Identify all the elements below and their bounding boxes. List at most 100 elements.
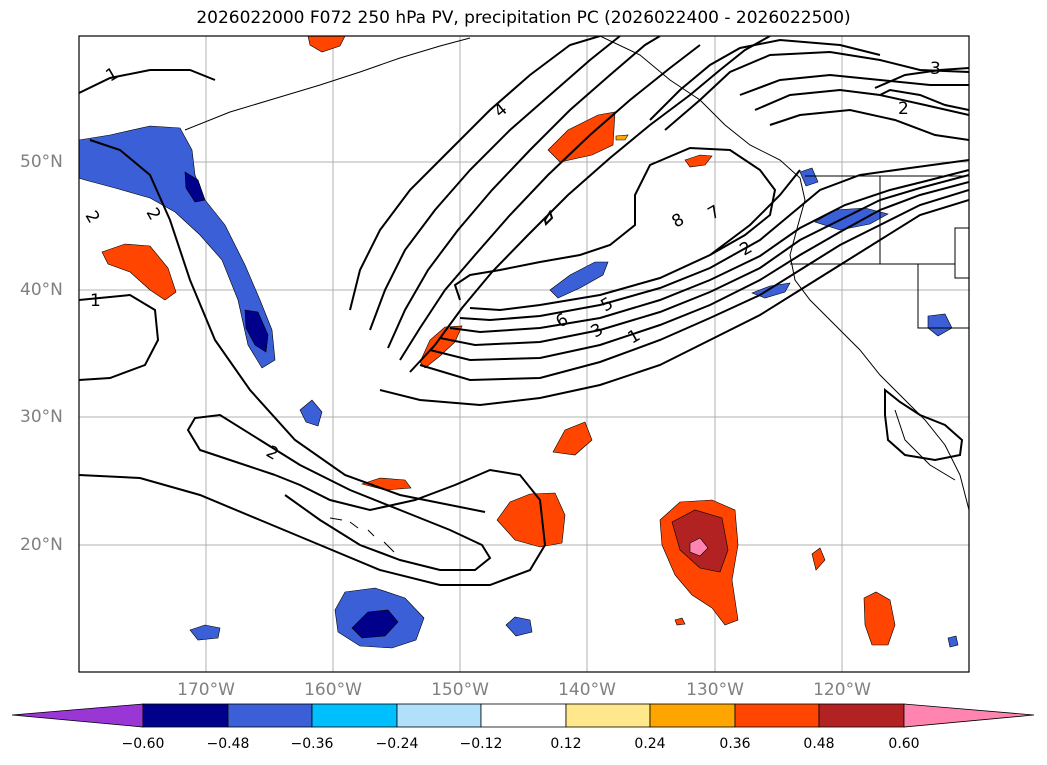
colorbar-cell bbox=[734, 703, 820, 728]
pv-contour bbox=[409, 36, 771, 373]
pv-contour bbox=[649, 38, 881, 121]
pv-contour bbox=[79, 468, 547, 586]
pv-contour bbox=[399, 44, 701, 361]
pv-contour bbox=[419, 189, 969, 382]
precip-area bbox=[674, 617, 686, 626]
precip-area bbox=[244, 309, 269, 353]
pv-contour bbox=[89, 139, 486, 513]
precip-area bbox=[351, 609, 399, 639]
precip-negative-areas bbox=[79, 125, 959, 649]
precip-area bbox=[189, 624, 221, 641]
colorbar-tick: −0.36 bbox=[290, 736, 334, 752]
pv-contour bbox=[874, 67, 969, 89]
precip-area bbox=[549, 261, 609, 299]
colorbar-tick: 0.60 bbox=[888, 736, 920, 752]
precip-area bbox=[307, 36, 346, 53]
contour-label: 1 bbox=[103, 64, 122, 87]
baja-coast bbox=[894, 409, 956, 481]
alaska-coast bbox=[184, 37, 471, 131]
precip-area bbox=[101, 243, 177, 301]
pv-contour bbox=[369, 36, 621, 331]
contour-label: 1 bbox=[90, 291, 101, 311]
precip-area bbox=[419, 325, 463, 369]
precip-area bbox=[863, 591, 896, 646]
lon-label: 160°W bbox=[304, 680, 362, 700]
contour-label: 1 bbox=[625, 326, 644, 349]
gridlines bbox=[79, 36, 969, 672]
colorbar-tick: 0.48 bbox=[803, 736, 835, 752]
lat-label: 20°N bbox=[20, 535, 63, 555]
lat-label: 50°N bbox=[20, 152, 63, 172]
pv-contour bbox=[469, 169, 801, 312]
colorbar-cell bbox=[565, 703, 651, 728]
precip-area bbox=[184, 171, 206, 203]
pv-contour bbox=[884, 387, 964, 462]
colorbar-cell bbox=[311, 703, 398, 728]
colorbar-cell bbox=[11, 703, 144, 728]
alaska-panhandle-coast bbox=[599, 36, 801, 179]
contour-label: 2 bbox=[898, 99, 909, 119]
pv-contour bbox=[387, 36, 661, 349]
colorbar-cell bbox=[903, 703, 1035, 728]
pv-contour bbox=[769, 108, 969, 141]
pv-contour bbox=[79, 69, 216, 94]
precip-area bbox=[552, 421, 593, 456]
colorbar bbox=[11, 703, 1035, 728]
pv-contour bbox=[349, 36, 601, 311]
pv-contour bbox=[186, 413, 492, 571]
pv-contour bbox=[439, 174, 969, 347]
colorbar-tick: −0.12 bbox=[459, 736, 503, 752]
pv-contour bbox=[739, 73, 969, 96]
precip-area bbox=[496, 492, 566, 548]
colorbar-cell bbox=[649, 703, 736, 728]
map-title: 2026022000 F072 250 hPa PV, precipitatio… bbox=[196, 8, 851, 28]
pv-contours bbox=[79, 36, 969, 586]
pv-contour bbox=[754, 88, 969, 116]
pv-contour bbox=[459, 159, 969, 322]
precip-area bbox=[799, 167, 819, 187]
pv-contour bbox=[429, 181, 969, 362]
lon-label: 130°W bbox=[686, 680, 744, 700]
precip-area bbox=[927, 313, 953, 337]
colorbar-tick: −0.48 bbox=[206, 736, 250, 752]
colorbar-tick: 0.36 bbox=[719, 736, 751, 752]
pv-contour bbox=[379, 199, 969, 407]
hawaii-islands bbox=[329, 517, 395, 553]
precip-area bbox=[547, 111, 616, 163]
lon-label: 140°W bbox=[558, 680, 616, 700]
precip-area bbox=[299, 399, 323, 427]
contour-label: 3 bbox=[930, 59, 941, 79]
pv-contour bbox=[79, 293, 160, 381]
precip-area bbox=[811, 547, 826, 571]
contour-label: 2 bbox=[737, 238, 756, 261]
colorbar-tick: 0.24 bbox=[634, 736, 666, 752]
precip-area bbox=[947, 635, 959, 648]
colorbar-tick: 0.12 bbox=[550, 736, 582, 752]
contour-label: 4 bbox=[490, 100, 511, 122]
contour-label: 8 bbox=[669, 210, 688, 233]
pv-contour bbox=[664, 50, 969, 131]
colorbar-tick: −0.24 bbox=[375, 736, 419, 752]
colorbar-cell bbox=[818, 703, 905, 728]
precip-area bbox=[505, 616, 533, 637]
lat-label: 30°N bbox=[20, 407, 63, 427]
colorbar-tick: −0.60 bbox=[121, 736, 165, 752]
contour-label: 2 bbox=[81, 208, 104, 227]
lon-label: 120°W bbox=[813, 680, 871, 700]
precip-area bbox=[615, 134, 629, 141]
contour-label: 2 bbox=[263, 442, 282, 465]
plot-frame bbox=[78, 35, 970, 673]
colorbar-cell bbox=[480, 703, 567, 728]
colorbar-cell bbox=[227, 703, 313, 728]
lon-label: 150°W bbox=[431, 680, 489, 700]
contour-label: 7 bbox=[705, 202, 724, 225]
precip-area bbox=[79, 125, 276, 369]
contour-label: 6 bbox=[553, 310, 572, 333]
pv-contour bbox=[453, 146, 777, 301]
coastlines bbox=[184, 36, 969, 553]
precip-area bbox=[689, 537, 709, 557]
us-state-borders bbox=[790, 176, 969, 329]
precip-area bbox=[684, 154, 713, 168]
pv-contour bbox=[879, 88, 969, 111]
